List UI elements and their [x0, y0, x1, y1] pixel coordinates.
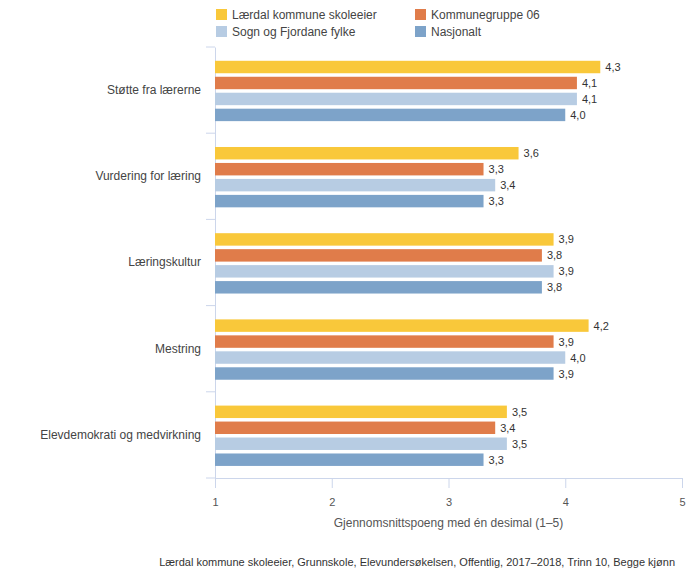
bar — [215, 61, 600, 73]
x-tick-mark — [449, 478, 450, 488]
legend-swatch — [216, 9, 227, 20]
x-tick-mark — [565, 478, 566, 488]
data-label: 3,5 — [512, 406, 527, 418]
y-tick: Elevdemokrati og medvirkning — [40, 428, 201, 442]
y-tick-label: Støtte fra lærerne — [107, 83, 201, 97]
data-label: 4,3 — [605, 61, 620, 73]
x-tick-label: 1 — [212, 496, 218, 508]
series — [215, 61, 600, 418]
y-tick: Vurdering for læring — [95, 169, 201, 183]
bar — [215, 77, 577, 89]
bar — [215, 179, 495, 191]
y-tick-label: Mestring — [155, 342, 201, 356]
data-label: 3,9 — [559, 368, 574, 380]
footer-note: Lærdal kommune skoleeier, Grunnskole, El… — [159, 556, 675, 568]
bar — [215, 319, 589, 331]
x-tick: 1 — [212, 478, 218, 508]
bar — [215, 438, 507, 450]
legend-item: Sogn og Fjordane fylke — [216, 25, 356, 39]
bar — [215, 163, 484, 175]
data-label: 3,4 — [500, 422, 515, 434]
legend-item: Kommunegruppe 06 — [415, 8, 540, 22]
bar — [215, 195, 484, 207]
bar — [215, 265, 554, 277]
data-label: 3,9 — [559, 233, 574, 245]
y-tick: Støtte fra lærerne — [107, 83, 201, 97]
x-tick-mark — [332, 478, 333, 488]
data-label: 3,8 — [547, 249, 562, 261]
x-tick-label: 3 — [446, 496, 452, 508]
series — [215, 109, 565, 466]
legend: Lærdal kommune skoleeier Kommunegruppe 06… — [216, 8, 540, 39]
x-tick: 3 — [446, 478, 452, 508]
x-tick-label: 5 — [679, 496, 685, 508]
bar — [215, 249, 542, 261]
legend-item: Lærdal kommune skoleeier — [216, 8, 377, 22]
y-tick: Læringskultur — [128, 255, 201, 269]
bar — [215, 93, 577, 105]
x-tick-label: 2 — [329, 496, 335, 508]
x-tick-mark — [682, 478, 683, 488]
category-separator — [206, 478, 215, 479]
legend-swatch — [415, 26, 426, 37]
x-axis-title: Gjennomsnittspoeng med én desimal (1–5) — [334, 516, 563, 530]
x-tick: 2 — [329, 478, 335, 508]
y-tick-label: Læringskultur — [128, 255, 201, 269]
x-axis: 1 2 3 4 5 — [212, 478, 685, 508]
x-tick: 4 — [563, 478, 569, 508]
legend-label: Sogn og Fjordane fylke — [232, 25, 356, 39]
series — [215, 93, 577, 450]
data-label: 4,1 — [582, 77, 597, 89]
category-separator — [206, 305, 215, 306]
legend-item: Nasjonalt — [415, 25, 482, 39]
data-label: 3,9 — [559, 336, 574, 348]
y-tick-label: Elevdemokrati og medvirkning — [40, 428, 201, 442]
data-labels: 4,3 3,6 3,9 4,2 3,5 4,1 3,3 3,8 3,9 3,4 4,1 3,4 3,9 4… — [489, 61, 621, 466]
bar — [215, 147, 519, 159]
x-tick-mark — [215, 478, 216, 488]
x-tick-label: 4 — [563, 496, 569, 508]
data-label: 3,3 — [489, 163, 504, 175]
legend-label: Kommunegruppe 06 — [431, 8, 540, 22]
bars — [215, 61, 600, 466]
x-tick: 5 — [679, 478, 685, 508]
legend-swatch — [415, 9, 426, 20]
legend-label: Nasjonalt — [431, 25, 482, 39]
data-label: 3,8 — [547, 281, 562, 293]
x-axis-line — [216, 479, 683, 489]
data-label: 4,0 — [570, 109, 585, 121]
y-tick: Mestring — [155, 342, 201, 356]
bar — [215, 367, 554, 379]
series — [215, 77, 577, 434]
y-tick-label: Vurdering for læring — [95, 169, 201, 183]
data-label: 3,3 — [489, 195, 504, 207]
data-label: 3,3 — [489, 454, 504, 466]
bar — [215, 422, 495, 434]
bar — [215, 109, 565, 121]
bar — [215, 335, 554, 347]
category-separators — [206, 47, 215, 478]
bar — [215, 453, 484, 465]
data-label: 4,2 — [594, 320, 609, 332]
chart: Lærdal kommune skoleeier Kommunegruppe 06… — [0, 0, 700, 577]
bar — [215, 351, 565, 363]
y-axis: Støtte fra lærerne Vurdering for læring Læ… — [40, 48, 215, 479]
data-label: 3,5 — [512, 438, 527, 450]
bar — [215, 233, 554, 245]
bar — [215, 281, 542, 293]
category-separator — [206, 47, 215, 48]
legend-label: Lærdal kommune skoleeier — [232, 8, 377, 22]
data-label: 4,1 — [582, 93, 597, 105]
category-separator — [206, 219, 215, 220]
data-label: 3,4 — [500, 179, 515, 191]
legend-swatch — [216, 26, 227, 37]
category-separator — [206, 391, 215, 392]
bar — [215, 406, 507, 418]
data-label: 3,9 — [559, 265, 574, 277]
data-label: 4,0 — [570, 352, 585, 364]
data-label: 3,6 — [524, 147, 539, 159]
category-separator — [206, 133, 215, 134]
